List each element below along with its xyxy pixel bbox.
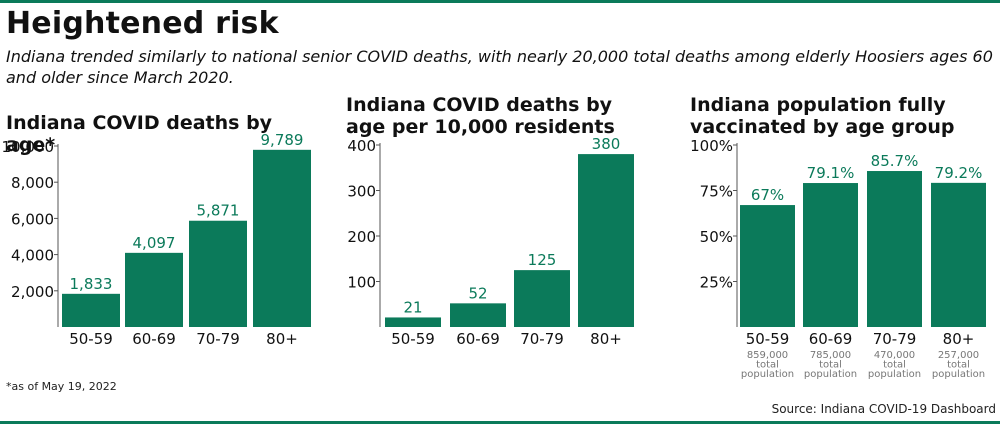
chart-1-x-tick-label: 80+ <box>266 330 298 348</box>
chart-1-y-tick-label: 8,000 <box>11 174 54 192</box>
chart-2-y-tick-label: 100 <box>347 274 376 292</box>
chart-1-data-label: 4,097 <box>133 234 176 252</box>
chart-2-data-label: 125 <box>528 251 557 269</box>
chart-2-title: Indiana COVID deaths by age per 10,000 r… <box>346 94 615 138</box>
chart-2-bar <box>385 317 441 327</box>
chart-3-population-label: total <box>883 360 906 371</box>
chart-3-data-label: 79.2% <box>935 164 983 182</box>
chart-3-population-label: total <box>819 360 842 371</box>
footnote: *as of May 19, 2022 <box>6 380 117 393</box>
chart-1-x-tick-label: 50-59 <box>69 330 113 348</box>
chart-3-bar <box>867 171 922 327</box>
chart-1-bar <box>189 220 247 327</box>
chart-3-y-tick-label: 25% <box>700 274 733 292</box>
chart-3-population-label: 859,000 <box>747 350 788 361</box>
chart-1-data-label: 5,871 <box>197 202 240 220</box>
chart-1-data-label: 1,833 <box>70 275 113 293</box>
chart-3-population-label: 785,000 <box>810 350 851 361</box>
page-title: Heightened risk <box>6 6 279 41</box>
chart-3-y-tick-label: 75% <box>700 183 733 201</box>
chart-3-x-tick-label: 70-79 <box>873 330 917 348</box>
chart-3-population-label: population <box>932 369 985 380</box>
source-note: Source: Indiana COVID-19 Dashboard <box>771 402 996 416</box>
chart-3-population-label: population <box>804 369 857 380</box>
chart-2-bar <box>514 270 570 327</box>
chart-3-population-label: total <box>756 360 779 371</box>
chart-3-y-tick-label: 50% <box>700 228 733 246</box>
chart-1-y-tick-label: 2,000 <box>11 283 54 301</box>
chart-1-y-tick-label: 4,000 <box>11 247 54 265</box>
chart-2-data-label: 52 <box>468 284 487 302</box>
chart-1-bar <box>253 149 311 327</box>
chart-3-y-tick-label: 100% <box>690 137 733 155</box>
chart-2-data-label: 21 <box>403 298 422 316</box>
chart-1-x-tick-label: 70-79 <box>196 330 240 348</box>
chart-2-bar <box>450 303 506 327</box>
chart-3-data-label: 85.7% <box>871 152 919 170</box>
chart-3-population-label: population <box>741 369 794 380</box>
chart-2-x-tick-label: 80+ <box>590 330 622 348</box>
chart-1-bar <box>125 252 183 327</box>
chart-3-data-label: 67% <box>751 186 784 204</box>
chart-1-y-tick-label: 10,000 <box>2 138 55 156</box>
chart-1-x-tick-label: 60-69 <box>132 330 176 348</box>
chart-3-bar <box>803 183 858 327</box>
chart-3-title: Indiana population fully vaccinated by a… <box>690 94 955 138</box>
chart-2-x-tick-label: 50-59 <box>391 330 435 348</box>
chart-3-x-tick-label: 50-59 <box>746 330 790 348</box>
chart-3-x-tick-label: 80+ <box>943 330 975 348</box>
chart-3-x-tick-label: 60-69 <box>809 330 853 348</box>
chart-1-title: Indiana COVID deaths by age* <box>6 112 273 156</box>
chart-1-bar <box>62 293 120 327</box>
chart-3-population-label: population <box>868 369 921 380</box>
chart-1-y-tick-label: 6,000 <box>11 210 54 228</box>
chart-3-bar <box>740 205 795 327</box>
bottom-rule <box>0 421 1000 424</box>
chart-2-y-tick-label: 400 <box>347 137 376 155</box>
chart-3-population-label: 257,000 <box>938 350 979 361</box>
chart-3-bar <box>931 182 986 327</box>
top-rule <box>0 0 1000 3</box>
page-subtitle: Indiana trended similarly to national se… <box>6 47 993 87</box>
chart-2-bar <box>578 154 634 327</box>
chart-2-data-label: 380 <box>592 135 621 153</box>
chart-2-y-tick-label: 300 <box>347 183 376 201</box>
chart-2-y-tick-label: 200 <box>347 228 376 246</box>
chart-3-data-label: 79.1% <box>807 164 855 182</box>
chart-3-population-label: total <box>947 360 970 371</box>
chart-2-x-tick-label: 60-69 <box>456 330 500 348</box>
chart-2-x-tick-label: 70-79 <box>520 330 564 348</box>
chart-1-data-label: 9,789 <box>261 131 304 149</box>
chart-3-population-label: 470,000 <box>874 350 915 361</box>
